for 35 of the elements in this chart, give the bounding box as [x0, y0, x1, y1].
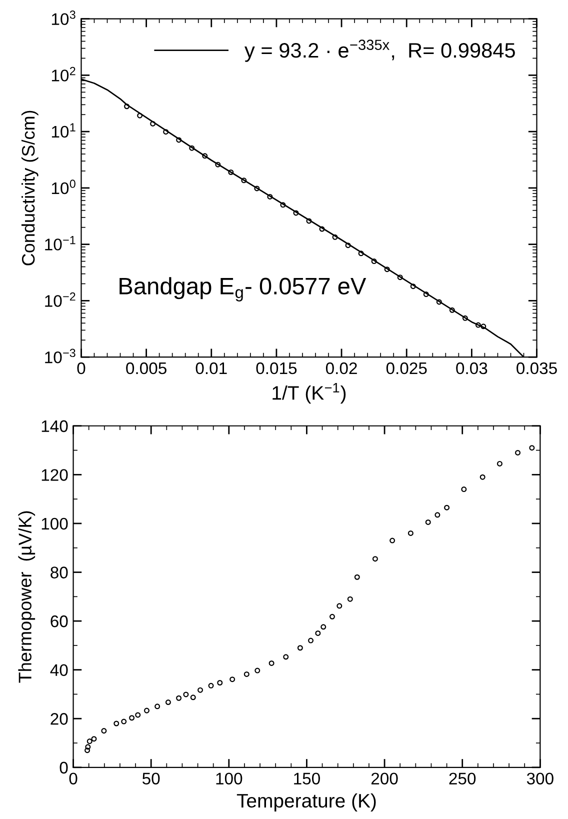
- x-tick-label: 0.005: [126, 362, 166, 374]
- y-tick-label: 140: [42, 420, 68, 432]
- y-tick-label: 60: [50, 615, 68, 628]
- y-tick-label: 120: [42, 469, 68, 481]
- x-axis-title: Temperature (K): [236, 793, 376, 812]
- y-tick-label: 10$^{2}$: [52, 66, 76, 82]
- y-tick-label: 10$^{−2}$: [45, 292, 76, 307]
- y-tick-label: 0: [60, 762, 68, 774]
- y-axis-title: Conductivity (S/cm): [21, 110, 38, 266]
- x-tick-label: 0.035: [516, 362, 557, 374]
- y-axis-title: Thermopower (µV/K): [18, 511, 36, 683]
- y-tick-label: 80: [50, 566, 68, 578]
- x-tick-label: 0.01: [196, 362, 227, 374]
- y-tick-label: 10$^{−3}$: [45, 348, 76, 364]
- x-axis-title: 1/T (K$^{−1}$): [272, 383, 346, 404]
- y-tick-label: 10$^{3}$: [52, 10, 76, 26]
- x-tick-label: 50: [142, 772, 160, 785]
- x-tick-label: 0.015: [256, 362, 297, 374]
- y-tick-label: 10$^{0}$: [52, 180, 76, 194]
- x-tick-label: 200: [371, 772, 398, 785]
- legend-label: y = 93.2 · e$^{−335x}$, R= 0.99845: [244, 40, 515, 62]
- x-tick-label: 300: [526, 772, 554, 785]
- x-tick-label: 0.03: [456, 362, 488, 374]
- x-tick-label: 0.02: [326, 362, 357, 374]
- y-tick-label: 10$^{−1}$: [45, 236, 76, 250]
- y-tick-label: 20: [50, 713, 68, 725]
- x-tick-label: 0: [77, 362, 86, 374]
- annotation: Bandgap E$_{g}$- 0.0577 eV: [120, 277, 366, 302]
- y-tick-label: 100: [42, 518, 68, 530]
- x-tick-label: 0.025: [386, 362, 427, 374]
- x-tick-label: 150: [294, 772, 320, 785]
- x-tick-label: 250: [449, 772, 476, 785]
- y-tick-label: 40: [50, 664, 68, 676]
- x-tick-label: 100: [216, 772, 242, 785]
- y-tick-label: 10$^{1}$: [52, 123, 76, 138]
